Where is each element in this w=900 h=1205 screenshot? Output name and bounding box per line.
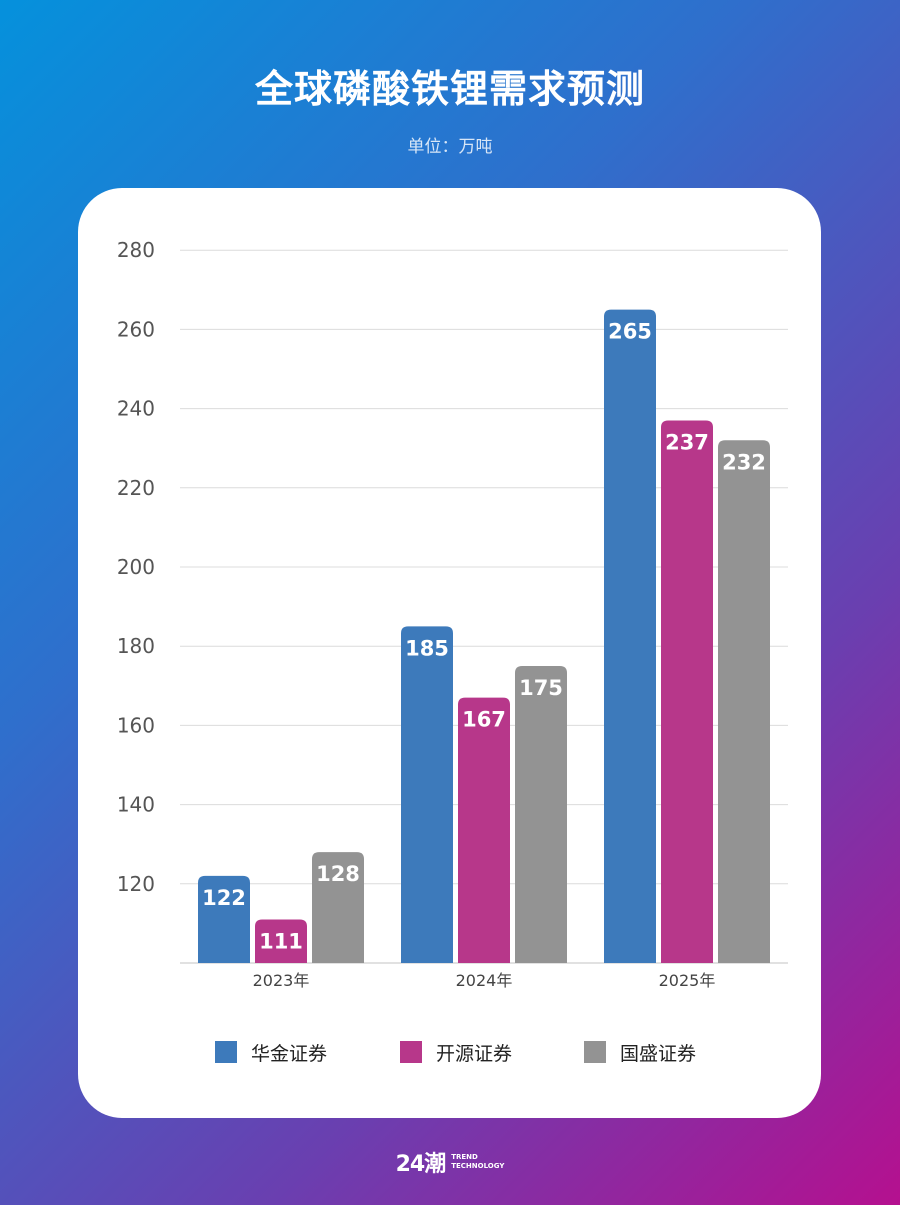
- bar-1-0: [255, 919, 307, 963]
- logo-text-line1: TREND: [451, 1153, 478, 1161]
- bar-value-label-0-1: 185: [405, 636, 449, 660]
- bar-value-label-2-0: 128: [316, 862, 360, 886]
- legend-swatch-huajin: [215, 1041, 237, 1063]
- bar-2-2: [718, 440, 770, 963]
- bar-0-2: [604, 309, 656, 964]
- legend-label-guosheng: 国盛证券: [620, 1042, 697, 1065]
- logo-mark: 24潮: [395, 1152, 447, 1177]
- bar-value-label-1-0: 111: [259, 929, 303, 953]
- bar-1-1: [458, 697, 510, 963]
- bar-1-2: [661, 420, 713, 964]
- legend-item-kaiyuan: 开源证券: [400, 1038, 512, 1066]
- bar-value-label-2-2: 232: [722, 450, 766, 474]
- chart-legend: 华金证券 开源证券 国盛证券: [0, 1038, 900, 1066]
- legend-item-huajin: 华金证券: [215, 1038, 327, 1066]
- x-tick-label-0: 2023年: [253, 971, 310, 990]
- bar-value-label-2-1: 175: [519, 676, 563, 700]
- x-tick-label-2: 2025年: [659, 971, 716, 990]
- bar-value-label-1-2: 237: [665, 430, 709, 454]
- legend-label-huajin: 华金证券: [251, 1042, 328, 1065]
- bar-value-label-0-2: 265: [608, 320, 652, 344]
- bar-2-1: [515, 666, 567, 963]
- bar-0-0: [198, 875, 250, 963]
- bar-value-label-0-0: 122: [202, 886, 246, 910]
- y-tick-label-200: 200: [117, 555, 155, 579]
- y-tick-label-180: 180: [117, 634, 155, 658]
- bar-value-label-1-1: 167: [462, 708, 506, 732]
- y-tick-label-140: 140: [117, 793, 155, 817]
- legend-label-kaiyuan: 开源证券: [436, 1042, 513, 1065]
- logo-text: TREND TECHNOLOGY: [451, 1153, 504, 1171]
- legend-swatch-kaiyuan: [400, 1041, 422, 1063]
- y-tick-label-280: 280: [117, 238, 155, 262]
- chart-title: 全球磷酸铁锂需求预测: [254, 67, 645, 111]
- legend-swatch-guosheng: [584, 1041, 606, 1063]
- brand-logo: 24潮 TREND TECHNOLOGY: [0, 1145, 900, 1179]
- y-tick-label-240: 240: [117, 397, 155, 421]
- x-tick-label-1: 2024年: [456, 971, 513, 990]
- bar-0-1: [401, 626, 453, 963]
- bar-2-0: [312, 852, 364, 963]
- y-tick-label-220: 220: [117, 476, 155, 500]
- legend-item-guosheng: 国盛证券: [584, 1038, 696, 1066]
- logo-text-line2: TECHNOLOGY: [451, 1162, 505, 1170]
- y-tick-label-160: 160: [117, 713, 155, 737]
- chart-unit: 单位：万吨: [407, 137, 493, 157]
- y-tick-label-120: 120: [117, 872, 155, 896]
- y-tick-label-260: 260: [117, 317, 155, 341]
